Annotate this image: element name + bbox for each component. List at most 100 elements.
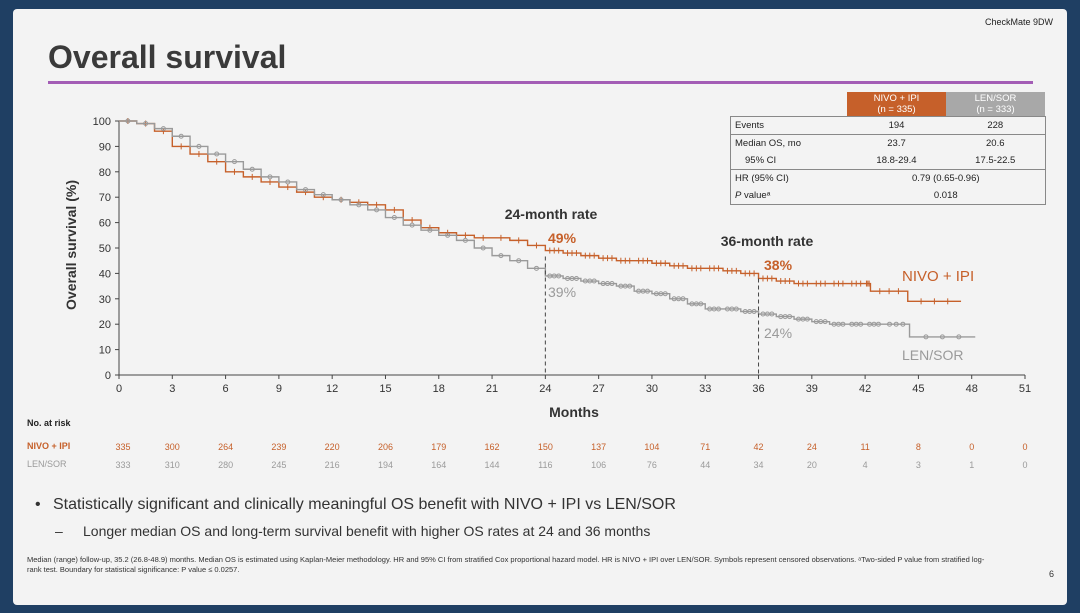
censor-mark — [533, 265, 539, 271]
x-tick-label: 51 — [1019, 383, 1031, 395]
censor-mark — [858, 321, 864, 327]
at-risk-value: 220 — [325, 442, 340, 452]
censor-mark — [900, 321, 906, 327]
at-risk-value: 264 — [218, 442, 233, 452]
at-risk-value: 179 — [431, 442, 446, 452]
x-tick-label: 18 — [433, 383, 445, 395]
censor-mark — [374, 207, 380, 213]
censor-mark — [556, 273, 562, 279]
at-risk-value: 1 — [969, 460, 974, 470]
y-tick-label: 60 — [99, 218, 111, 230]
x-tick-label: 24 — [539, 383, 551, 395]
at-risk-value: 106 — [591, 460, 606, 470]
at-risk-value: 150 — [538, 442, 553, 452]
slide-title: Overall survival — [48, 39, 287, 75]
survival-curve-len — [119, 120, 976, 338]
at-risk-value: 3 — [916, 460, 921, 470]
footnote: Median (range) follow-up, 35.2 (26.8-48.… — [27, 555, 985, 574]
at-risk-value: 76 — [647, 460, 657, 470]
censor-mark — [609, 281, 615, 287]
censor-mark — [320, 192, 326, 198]
x-tick-label: 42 — [859, 383, 871, 395]
series-label-nivo: NIVO + IPI — [902, 268, 974, 285]
series-label-len: LEN/SOR — [902, 347, 963, 363]
x-tick-label: 0 — [116, 383, 122, 395]
at-risk-value: 239 — [271, 442, 286, 452]
y-tick-label: 30 — [99, 294, 111, 306]
censor-mark — [804, 316, 810, 322]
survival-curve-nivo — [119, 120, 962, 303]
x-tick-label: 3 — [169, 383, 175, 395]
row-ci: 95% CI 18.8-29.4 17.5-22.5 — [730, 152, 1046, 170]
censor-mark — [716, 306, 722, 312]
main-bullet: • Statistically significant and clinicall… — [35, 496, 676, 513]
at-risk-value: 194 — [378, 460, 393, 470]
header-len: LEN/SOR (n = 333) — [946, 92, 1045, 117]
censor-mark — [875, 321, 881, 327]
x-tick-label: 45 — [912, 383, 924, 395]
at-risk-value: 245 — [271, 460, 286, 470]
censor-mark — [409, 222, 415, 228]
x-tick-label: 33 — [699, 383, 711, 395]
at-risk-value: 164 — [431, 460, 446, 470]
censor-mark — [445, 232, 451, 238]
row-hr: HR (95% CI) 0.79 (0.65-0.96) — [730, 169, 1046, 187]
at-risk-value: 0 — [1022, 460, 1027, 470]
y-tick-label: 50 — [99, 243, 111, 255]
at-risk-value: 24 — [807, 442, 817, 452]
censor-mark — [196, 143, 202, 149]
censor-mark — [662, 291, 668, 297]
at-risk-value: 0 — [1022, 442, 1027, 452]
at-risk-value: 42 — [754, 442, 764, 452]
at-risk-value: 0 — [969, 442, 974, 452]
rate36-title: 36-month rate — [721, 233, 814, 249]
y-tick-label: 40 — [99, 268, 111, 280]
censor-mark — [462, 237, 468, 243]
at-risk-value: 333 — [115, 460, 130, 470]
censor-mark — [939, 334, 945, 340]
censor-mark — [338, 197, 344, 203]
header-nivo: NIVO + IPI (n = 335) — [847, 92, 946, 117]
y-tick-label: 20 — [99, 319, 111, 331]
censor-mark — [698, 301, 704, 307]
at-risk-value: 310 — [165, 460, 180, 470]
censor-mark — [840, 321, 846, 327]
rate24-len-value: 39% — [548, 284, 576, 300]
censor-mark — [480, 245, 486, 251]
censor-mark — [887, 321, 893, 327]
y-tick-label: 0 — [105, 370, 111, 382]
x-axis-label: Months — [549, 404, 599, 420]
at-risk-value: 280 — [218, 460, 233, 470]
censor-mark — [356, 202, 362, 208]
at-risk-value: 44 — [700, 460, 710, 470]
censor-mark — [769, 311, 775, 317]
rate36-nivo-value: 38% — [764, 257, 793, 273]
at-risk-value: 335 — [115, 442, 130, 452]
censor-mark — [787, 314, 793, 320]
at-risk-value: 11 — [860, 442, 869, 452]
rate36-len-value: 24% — [764, 325, 792, 341]
censor-mark — [822, 319, 828, 325]
sub-bullet: – Longer median OS and long-term survival… — [55, 523, 651, 539]
at-risk-value: 144 — [485, 460, 500, 470]
y-axis-label: Overall survival (%) — [63, 180, 79, 310]
x-tick-label: 48 — [966, 383, 978, 395]
brand-label: CheckMate 9DW — [984, 17, 1053, 27]
at-risk-value: 20 — [807, 460, 817, 470]
at-risk-label-nivo: NIVO + IPI — [27, 441, 71, 451]
at-risk-label-len: LEN/SOR — [27, 459, 67, 469]
page-number: 6 — [1048, 569, 1054, 579]
censor-mark — [516, 258, 522, 264]
y-tick-label: 90 — [99, 141, 111, 153]
x-tick-label: 30 — [646, 383, 658, 395]
rate24-title: 24-month rate — [505, 206, 598, 222]
censor-mark — [956, 334, 962, 340]
rate24-nivo-value: 49% — [548, 230, 577, 246]
y-tick-label: 100 — [93, 116, 111, 128]
stats-table: NIVO + IPI (n = 335) LEN/SOR (n = 333) E… — [730, 92, 1046, 205]
title-divider — [48, 81, 1033, 84]
censor-mark — [391, 215, 397, 221]
censor-mark — [645, 288, 650, 294]
censor-mark — [427, 227, 433, 233]
row-median: Median OS, mo 23.7 20.6 — [730, 134, 1046, 152]
